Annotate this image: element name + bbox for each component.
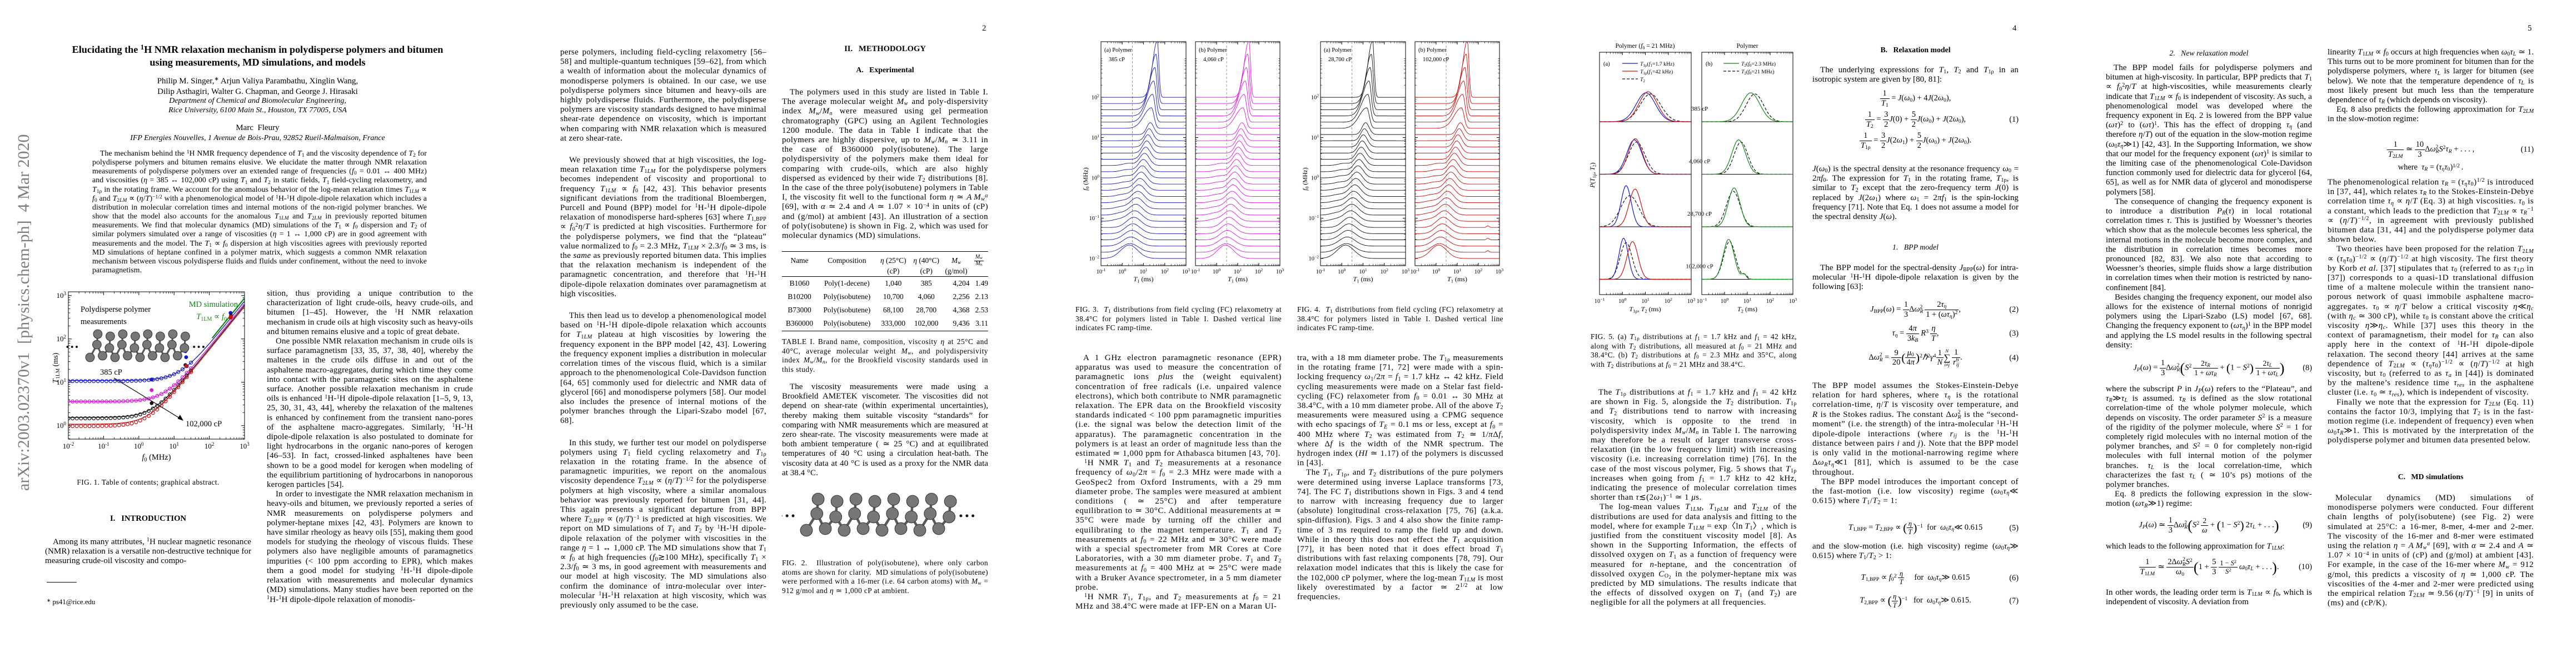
svg-text:(b) Polymer: (b) Polymer [1199,47,1227,53]
svg-text:101: 101 [1641,297,1650,305]
svg-text:103: 103 [1789,297,1797,305]
svg-text:103: 103 [57,291,67,300]
svg-text:102: 102 [1381,267,1389,275]
svg-text:100: 100 [57,421,67,430]
svg-text:103: 103 [1402,267,1410,275]
svg-text:T1 (ms): T1 (ms) [1447,275,1467,284]
svg-text:T2(f0=2.3 MHz): T2(f0=2.3 MHz) [1741,61,1776,68]
svg-text:385 cP: 385 cP [1691,106,1708,112]
svg-text:MD simulation: MD simulation [189,300,238,309]
svg-text:385 cP: 385 cP [1109,57,1125,63]
svg-text:100: 100 [1432,267,1441,275]
svg-text:102: 102 [205,441,215,450]
svg-text:102: 102 [1766,297,1775,305]
svg-text:102: 102 [1665,297,1673,305]
svg-text:100: 100 [1618,297,1627,305]
svg-text:Polymer: Polymer [1737,43,1758,49]
svg-text:T1LM (ms): T1LM (ms) [51,353,61,384]
svg-text:f0 (MHz): f0 (MHz) [1302,167,1310,191]
svg-text:10-1: 10-1 [98,441,109,450]
svg-text:T1ρ(f1=1.7 kHz): T1ρ(f1=1.7 kHz) [1640,61,1675,68]
svg-text:101: 101 [169,441,179,450]
svg-text:T2(f0=21 MHz): T2(f0=21 MHz) [1741,69,1775,76]
svg-text:10−1: 10−1 [1697,297,1707,305]
svg-text:10−1: 10−1 [1595,297,1605,305]
svg-text:100: 100 [134,441,144,450]
svg-text:102,000 cP: 102,000 cP [1686,263,1713,270]
svg-text:P(T1ρ, T2): P(T1ρ, T2) [1590,162,1597,188]
svg-text:103: 103 [1687,297,1696,305]
svg-text:(a) Polymer: (a) Polymer [1104,47,1132,53]
svg-text:(b): (b) [1706,61,1713,67]
svg-text:(a) Polymer: (a) Polymer [1324,47,1352,53]
svg-text:Polymer (f0 = 21 MHz): Polymer (f0 = 21 MHz) [1616,43,1675,51]
svg-text:101: 101 [1743,297,1752,305]
svg-text:102: 102 [57,334,67,343]
svg-text:101: 101 [1359,267,1367,275]
svg-text:103: 103 [1496,267,1504,275]
svg-text:T2: T2 [1640,77,1645,83]
svg-text:4,060 cP: 4,060 cP [1689,158,1711,165]
svg-text:102,000 cP: 102,000 cP [186,420,222,429]
svg-text:f0 (MHz): f0 (MHz) [142,453,171,463]
svg-text:102: 102 [1311,93,1319,101]
svg-text:f0 (MHz): f0 (MHz) [1083,167,1090,191]
svg-text:101: 101 [1311,133,1319,141]
svg-text:102,000 cP: 102,000 cP [1423,57,1449,63]
svg-text:T2 (ms): T2 (ms) [1737,305,1757,314]
svg-text:100: 100 [1721,297,1729,305]
svg-text:T1LM ∝ f0: T1LM ∝ f0 [196,312,227,322]
svg-text:28,700 cP: 28,700 cP [1687,211,1712,217]
svg-text:100: 100 [1338,267,1346,275]
svg-text:385 cP: 385 cP [100,368,122,377]
svg-text:102: 102 [1474,267,1483,275]
svg-text:10−1: 10−1 [1309,214,1319,222]
svg-text:100: 100 [1311,174,1319,182]
svg-text:10-2: 10-2 [63,441,74,450]
svg-text:28,700 cP: 28,700 cP [1328,57,1352,63]
svg-text:10−2: 10−2 [1309,255,1319,262]
svg-text:4,060 cP: 4,060 cP [1203,57,1224,63]
svg-text:T1 (ms): T1 (ms) [1353,275,1373,284]
svg-text:measurements: measurements [81,317,127,326]
svg-text:10-1: 10-1 [1316,267,1326,275]
svg-text:(a): (a) [1603,61,1610,67]
svg-text:T1ρ(f1=42 kHz): T1ρ(f1=42 kHz) [1640,69,1673,76]
svg-text:(b) Polymer: (b) Polymer [1418,47,1447,53]
svg-text:10-1: 10-1 [1411,267,1420,275]
svg-text:T1 (ms): T1 (ms) [1228,275,1248,284]
svg-text:T1 (ms): T1 (ms) [1134,275,1154,284]
svg-text:Polydisperse polymer: Polydisperse polymer [81,305,151,314]
svg-text:T1ρ, T2 (ms): T1ρ, T2 (ms) [1629,305,1661,314]
svg-text:103: 103 [240,441,250,450]
svg-text:101: 101 [1453,267,1462,275]
